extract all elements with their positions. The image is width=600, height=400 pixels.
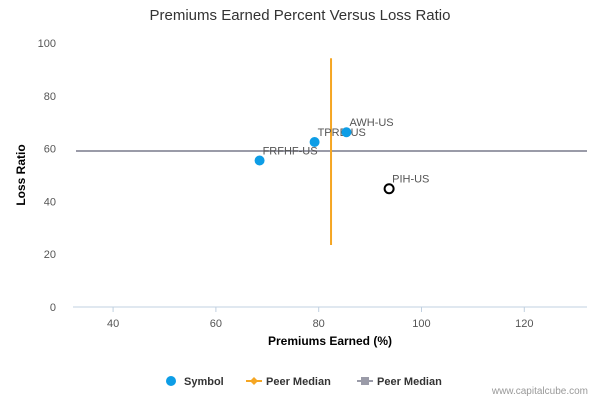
data-point-highlight[interactable] [383, 183, 395, 195]
y-axis-title: Loss Ratio [14, 144, 28, 205]
peer-median-lines [76, 58, 587, 245]
legend-item[interactable]: Peer Median [357, 376, 442, 388]
legend-item[interactable]: Peer Median [246, 376, 331, 388]
legend-item[interactable]: Symbol [166, 376, 224, 388]
data-point-label: PIH-US [392, 174, 429, 186]
legend-label: Peer Median [266, 376, 331, 388]
x-axis-title: Premiums Earned (%) [268, 334, 392, 348]
x-tick-label: 120 [515, 318, 533, 330]
legend-label: Symbol [184, 376, 224, 388]
watermark: www.capitalcube.com [491, 386, 588, 397]
legend-label: Peer Median [377, 376, 442, 388]
chart-title: Premiums Earned Percent Versus Loss Rati… [149, 7, 451, 24]
data-point-label: FRFHF-US [263, 145, 318, 157]
y-tick-label: 80 [44, 91, 56, 103]
data-point[interactable] [254, 155, 265, 166]
data-point[interactable] [341, 127, 352, 138]
legend-square-icon [361, 377, 369, 385]
legend-symbol-icon [166, 376, 176, 386]
y-tick-label: 20 [44, 249, 56, 261]
data-point[interactable] [309, 137, 320, 147]
x-tick-label: 80 [313, 318, 325, 330]
x-tick-label: 40 [107, 318, 119, 330]
legend-diamond-icon [250, 377, 258, 385]
y-tick-label: 40 [44, 196, 56, 208]
axes: 40 60 80 100 120 0 20 40 60 80 100 Premiums Earned … [14, 38, 587, 348]
x-tick-label: 100 [412, 318, 430, 330]
data-point-label: AWH-US [349, 117, 393, 129]
x-tick-label: 60 [210, 318, 222, 330]
y-tick-label: 100 [38, 38, 56, 50]
y-tick-label: 60 [44, 144, 56, 156]
legend[interactable]: Symbol Peer Median Peer Median [166, 376, 442, 388]
y-tick-label: 0 [50, 302, 56, 314]
